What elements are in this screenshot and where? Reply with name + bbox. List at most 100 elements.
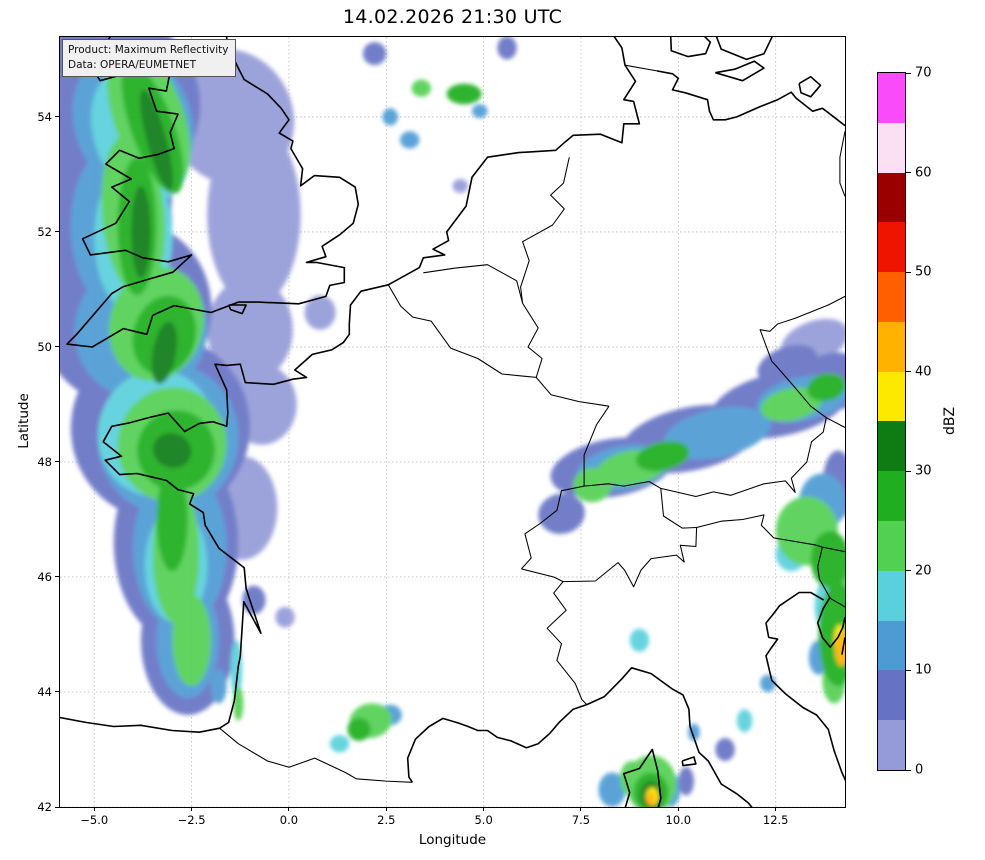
y-tick-label: 44 <box>37 684 52 699</box>
coastline-elba <box>681 756 697 767</box>
colorbar-tick-mark <box>906 470 911 472</box>
colorbar-segment <box>878 471 905 522</box>
border-ch-de <box>584 480 662 489</box>
x-tick-label: 0.0 <box>279 813 299 827</box>
coastline-ruegen <box>798 75 822 98</box>
map-plot-area: Product: Maximum Reflectivity Data: OPER… <box>59 36 846 808</box>
y-tick-label: 48 <box>37 454 52 469</box>
coastline-mediterranean <box>406 666 753 807</box>
annotation-box: Product: Maximum Reflectivity Data: OPER… <box>62 39 237 78</box>
colorbar-segment <box>878 620 905 671</box>
reflectivity-field <box>60 37 845 807</box>
y-tick-label: 50 <box>37 339 52 354</box>
map-outlines <box>60 37 845 807</box>
annotation-data-line: Data: OPERA/EUMETNET <box>68 58 197 71</box>
border-cz-at <box>826 417 845 428</box>
x-tick-mark <box>191 807 193 811</box>
coastline-continental-atlantic <box>60 37 641 734</box>
colorbar-tick-mark <box>906 172 911 174</box>
border-dk-de <box>624 64 657 72</box>
border-at-si <box>822 546 845 553</box>
colorbar-segment <box>878 371 905 422</box>
border-fr-es <box>219 727 413 783</box>
border-rhine <box>583 405 610 487</box>
coastline-adriatic <box>765 591 845 782</box>
y-tick-mark <box>55 461 60 463</box>
x-tick-label: 10.0 <box>665 813 692 827</box>
border-nl-de <box>520 157 570 304</box>
colorbar-segment <box>878 670 905 721</box>
x-tick-mark <box>483 807 485 811</box>
x-tick-label: 12.5 <box>762 813 789 827</box>
colorbar-tick-label: 30 <box>915 463 932 479</box>
y-tick-label: 54 <box>37 109 52 124</box>
y-tick-label: 46 <box>37 569 52 584</box>
y-tick-mark <box>55 116 60 118</box>
border-it-si <box>817 546 831 599</box>
colorbar-tick-label: 10 <box>915 662 932 678</box>
colorbar-tick-mark <box>906 371 911 373</box>
colorbar-tick-mark <box>906 570 911 572</box>
colorbar-segment <box>878 521 905 571</box>
radar-map <box>60 37 845 807</box>
border-be-de-lux <box>522 303 543 378</box>
coastline-lolland <box>715 60 765 82</box>
coastline-isle-of-wight <box>227 304 247 315</box>
y-tick-mark <box>55 806 60 808</box>
coastline-corsica <box>622 748 662 807</box>
x-tick-mark <box>288 807 290 811</box>
colorbar-tick-label: 50 <box>915 264 932 280</box>
border-ch-at <box>660 488 697 529</box>
coastline-zealand <box>715 37 773 61</box>
colorbar-segment <box>878 222 905 273</box>
coastline-istria <box>816 596 845 648</box>
colorbar-segment <box>878 73 905 123</box>
colorbar-segment <box>878 321 905 372</box>
colorbar-tick-mark <box>906 769 911 771</box>
border-de-at <box>660 417 827 498</box>
colorbar-tick-mark <box>906 271 911 273</box>
colorbar-tick-label: 60 <box>915 165 932 181</box>
colorbar-segment <box>878 570 905 621</box>
x-tick-mark <box>385 807 387 811</box>
x-tick-mark <box>677 807 679 811</box>
colorbar-segment <box>878 272 905 322</box>
x-tick-mark <box>775 807 777 811</box>
x-tick-mark <box>580 807 582 811</box>
border-france-north <box>387 284 610 407</box>
y-tick-mark <box>55 576 60 578</box>
colorbar-tick-mark <box>906 72 911 74</box>
x-tick-mark <box>93 807 95 811</box>
colorbar-tick-label: 70 <box>915 65 932 81</box>
border-at-it <box>696 514 823 548</box>
y-tick-mark <box>55 691 60 693</box>
coastline-funen <box>669 37 712 58</box>
border-ch-it <box>521 527 698 588</box>
colorbar-tick-label: 20 <box>915 563 932 579</box>
colorbar-segment <box>878 172 905 223</box>
x-tick-label: −5.0 <box>80 813 109 827</box>
colorbar-tick-label: 0 <box>915 762 924 778</box>
y-tick-label: 52 <box>37 224 52 239</box>
colorbar-tick-mark <box>906 669 911 671</box>
x-tick-label: 5.0 <box>474 813 493 827</box>
x-tick-label: −2.5 <box>177 813 206 827</box>
y-tick-label: 42 <box>37 800 52 814</box>
annotation-product-line: Product: Maximum Reflectivity <box>68 44 229 56</box>
x-tick-label: 2.5 <box>377 813 396 827</box>
colorbar-tick-label: 40 <box>915 364 932 380</box>
border-fr-it <box>546 581 588 705</box>
figure-title: 14.02.2026 21:30 UTC <box>342 6 563 28</box>
x-tick-label: 7.5 <box>571 813 591 827</box>
coastline-cres <box>841 637 845 655</box>
colorbar-label: dBZ <box>942 406 958 436</box>
border-si-hr <box>829 597 845 608</box>
y-tick-mark <box>55 231 60 233</box>
border-nl-be <box>423 264 524 304</box>
coastline-baltic <box>656 70 845 127</box>
border-de-pl <box>839 131 845 197</box>
colorbar-segment <box>878 421 905 472</box>
colorbar-segment <box>878 122 905 173</box>
border-de-cz <box>759 295 845 419</box>
